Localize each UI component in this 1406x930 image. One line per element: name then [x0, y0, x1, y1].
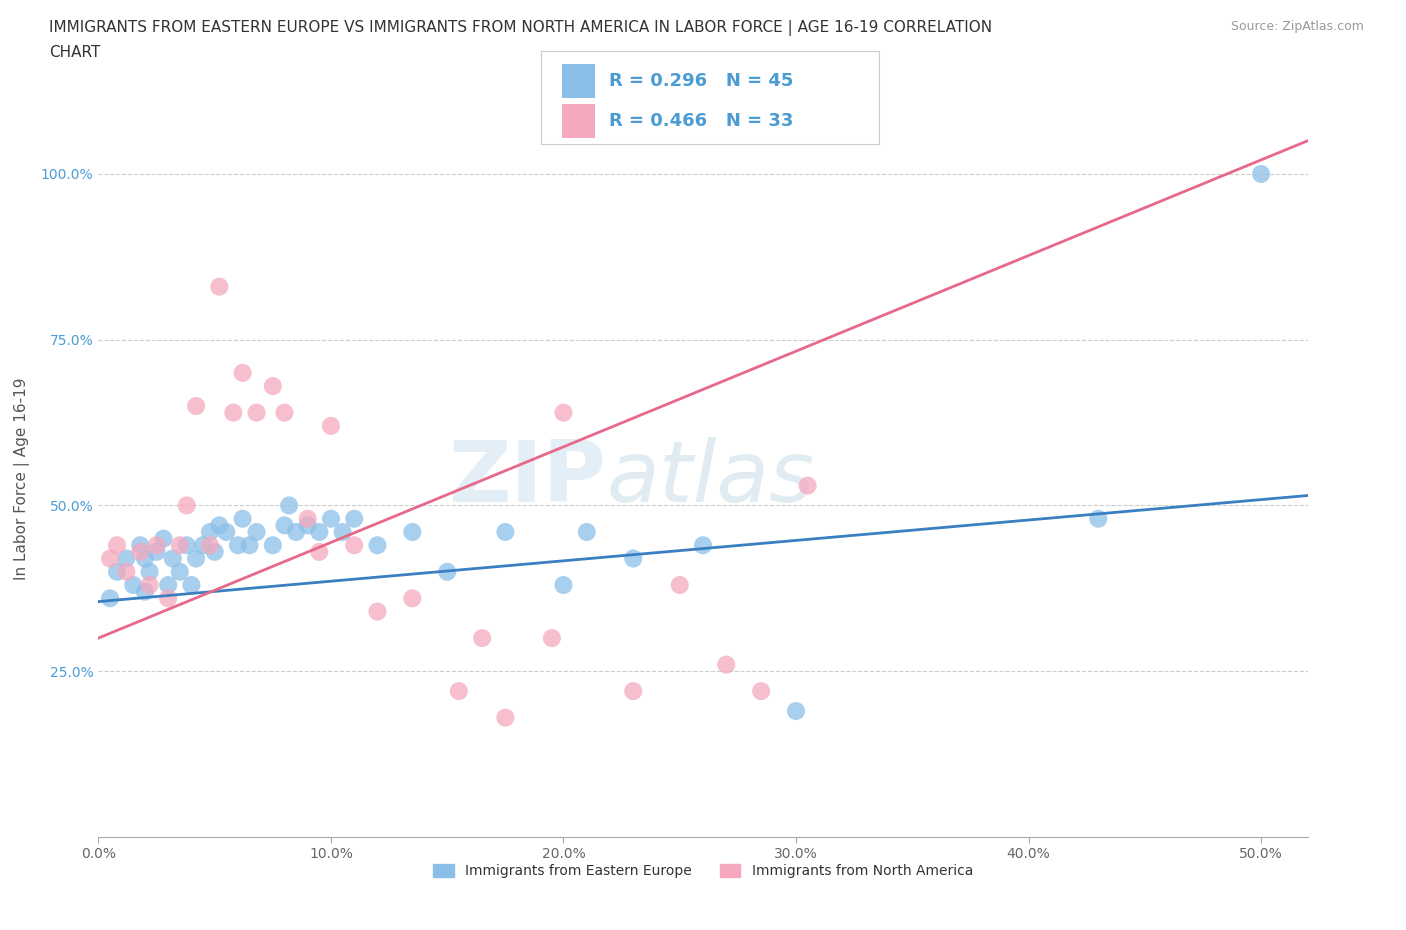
Point — [366, 604, 388, 619]
Point — [226, 538, 249, 552]
Point — [749, 684, 772, 698]
Legend: Immigrants from Eastern Europe, Immigrants from North America: Immigrants from Eastern Europe, Immigran… — [427, 858, 979, 883]
Point — [668, 578, 690, 592]
Point — [169, 565, 191, 579]
Point — [436, 565, 458, 579]
Point — [152, 531, 174, 546]
Point — [239, 538, 262, 552]
Point — [494, 525, 516, 539]
Point — [169, 538, 191, 552]
Point — [232, 512, 254, 526]
Point — [208, 279, 231, 294]
Point — [157, 591, 180, 605]
Point — [129, 544, 152, 559]
Point — [115, 551, 138, 566]
Point — [157, 578, 180, 592]
Point — [98, 591, 121, 605]
Point — [215, 525, 238, 539]
Point — [401, 525, 423, 539]
Point — [401, 591, 423, 605]
Y-axis label: In Labor Force | Age 16-19: In Labor Force | Age 16-19 — [14, 378, 30, 580]
Point — [145, 544, 167, 559]
Text: R = 0.296   N = 45: R = 0.296 N = 45 — [609, 72, 793, 90]
Point — [278, 498, 301, 513]
Point — [308, 544, 330, 559]
Point — [191, 538, 214, 552]
Point — [98, 551, 121, 566]
Text: atlas: atlas — [606, 437, 814, 521]
Text: R = 0.466   N = 33: R = 0.466 N = 33 — [609, 112, 793, 130]
Point — [204, 544, 226, 559]
Point — [134, 584, 156, 599]
Point — [553, 405, 575, 420]
Point — [115, 565, 138, 579]
Point — [184, 399, 207, 414]
Point — [262, 538, 284, 552]
Point — [447, 684, 470, 698]
Bar — [561, 104, 595, 138]
Point — [138, 565, 160, 579]
Point — [297, 512, 319, 526]
Point — [796, 478, 818, 493]
Point — [343, 538, 366, 552]
Point — [273, 518, 295, 533]
Point — [540, 631, 562, 645]
Point — [105, 565, 128, 579]
Point — [297, 518, 319, 533]
Text: Source: ZipAtlas.com: Source: ZipAtlas.com — [1230, 20, 1364, 33]
Point — [692, 538, 714, 552]
Point — [621, 551, 644, 566]
Point — [332, 525, 354, 539]
Point — [285, 525, 308, 539]
Point — [198, 525, 221, 539]
Point — [105, 538, 128, 552]
Point — [1087, 512, 1109, 526]
Text: IMMIGRANTS FROM EASTERN EUROPE VS IMMIGRANTS FROM NORTH AMERICA IN LABOR FORCE |: IMMIGRANTS FROM EASTERN EUROPE VS IMMIGR… — [49, 20, 993, 36]
Point — [716, 658, 738, 672]
Point — [208, 518, 231, 533]
Point — [145, 538, 167, 552]
Point — [245, 405, 267, 420]
Point — [245, 525, 267, 539]
Text: CHART: CHART — [49, 45, 101, 60]
Point — [308, 525, 330, 539]
Point — [176, 498, 198, 513]
Point — [134, 551, 156, 566]
Point — [129, 538, 152, 552]
Point — [553, 578, 575, 592]
Point — [222, 405, 245, 420]
Point — [184, 551, 207, 566]
Point — [138, 578, 160, 592]
Point — [319, 512, 342, 526]
Point — [1250, 166, 1272, 181]
Point — [198, 538, 221, 552]
Point — [319, 418, 342, 433]
Point — [122, 578, 145, 592]
Bar — [561, 64, 595, 98]
Point — [262, 379, 284, 393]
Point — [273, 405, 295, 420]
Point — [471, 631, 494, 645]
Point — [180, 578, 202, 592]
Point — [232, 365, 254, 380]
Point — [785, 704, 807, 719]
Point — [494, 711, 516, 725]
Point — [366, 538, 388, 552]
Point — [176, 538, 198, 552]
Point — [162, 551, 184, 566]
Point — [343, 512, 366, 526]
Point — [621, 684, 644, 698]
Text: ZIP: ZIP — [449, 437, 606, 521]
Point — [575, 525, 598, 539]
